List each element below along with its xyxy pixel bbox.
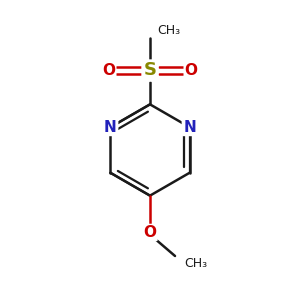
- Text: O: O: [102, 63, 115, 78]
- Text: O: O: [143, 225, 157, 240]
- Text: CH₃: CH₃: [184, 257, 207, 270]
- Text: S: S: [143, 61, 157, 80]
- Text: N: N: [104, 120, 117, 135]
- Text: O: O: [185, 63, 198, 78]
- Text: CH₃: CH₃: [158, 24, 181, 37]
- Text: N: N: [183, 120, 196, 135]
